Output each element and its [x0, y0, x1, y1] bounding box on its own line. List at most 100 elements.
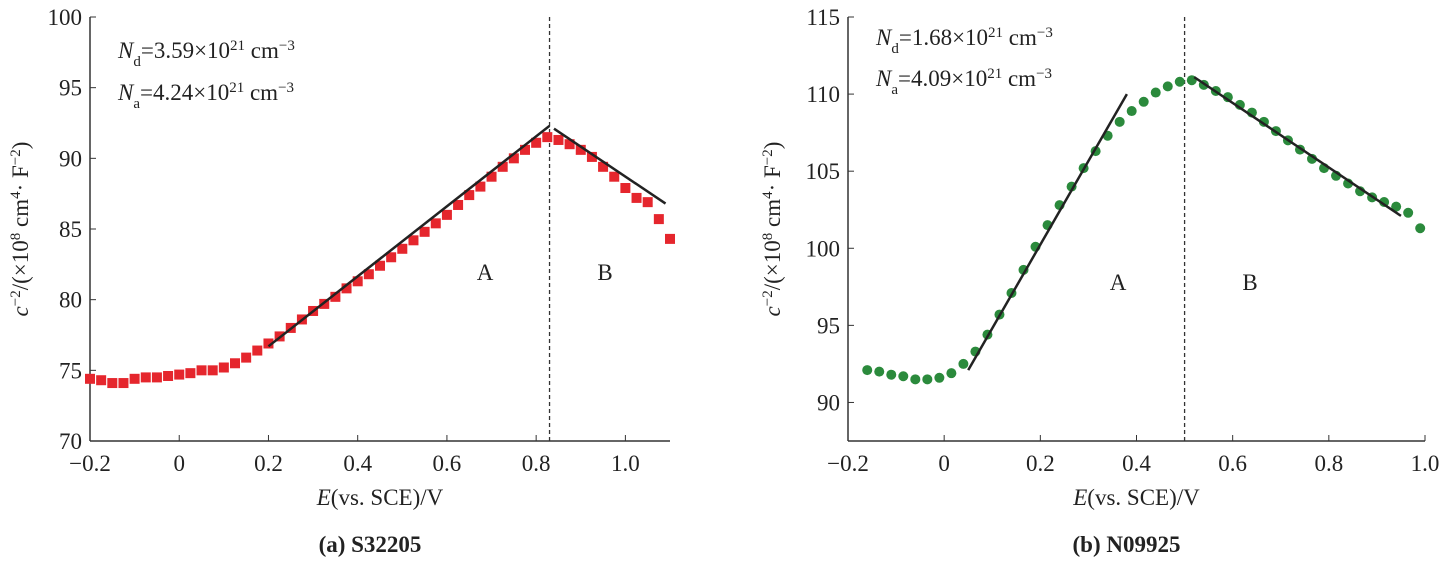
x-axis-label: E(vs. SCE)/V	[316, 485, 444, 510]
text-part: · F	[760, 165, 785, 191]
y-axis-label: c−2/(×108 cm4· F−2)	[8, 142, 33, 317]
point	[1415, 223, 1426, 234]
point	[419, 226, 430, 237]
point	[363, 269, 374, 280]
y-tick-label: 75	[59, 358, 82, 383]
y-tick-label: 110	[806, 82, 840, 107]
text-part: N	[875, 25, 893, 50]
y-tick-label: 100	[48, 5, 83, 30]
point	[958, 358, 969, 369]
point	[598, 161, 609, 172]
point	[642, 197, 653, 208]
point	[1307, 153, 1318, 164]
point	[609, 171, 620, 182]
point	[140, 372, 151, 383]
text-part: a	[133, 96, 140, 112]
text-part: c	[760, 306, 785, 316]
caption: (a) S32205	[319, 532, 422, 557]
point	[520, 144, 530, 155]
point	[1174, 76, 1185, 87]
y-tick-label: 100	[806, 236, 841, 261]
point	[862, 365, 873, 376]
text-part: /(×10	[8, 240, 33, 290]
point	[207, 365, 218, 376]
point	[874, 366, 885, 377]
point	[386, 252, 397, 263]
fit-line	[267, 124, 551, 348]
point	[163, 370, 174, 381]
text-part: 4	[8, 191, 24, 199]
text-part: 8	[8, 233, 24, 241]
y-tick-label: 95	[59, 76, 82, 101]
point	[397, 243, 408, 254]
text-part: −2	[760, 149, 776, 165]
point	[453, 199, 464, 210]
point	[118, 378, 129, 389]
x-tick-label: 0.4	[1122, 451, 1151, 476]
text-part: −2	[8, 149, 24, 165]
x-tick-label: 0.8	[1314, 451, 1343, 476]
annotation: Na=4.24×1021 cm−3	[117, 80, 294, 112]
text-part: 21	[229, 80, 244, 96]
fit-line	[553, 127, 667, 205]
text-part: )	[760, 142, 785, 150]
text-part: cm	[8, 199, 33, 233]
x-tick-label: −0.2	[827, 451, 869, 476]
point	[441, 209, 452, 220]
text-part: =4.09×10	[898, 66, 987, 91]
point	[542, 132, 553, 143]
annotation: Nd=1.68×1021 cm−3	[875, 25, 1053, 57]
x-tick-label: 0.4	[343, 451, 372, 476]
point	[352, 276, 363, 287]
point	[330, 291, 341, 302]
point	[1150, 87, 1161, 98]
y-tick-label: 70	[59, 429, 82, 454]
y-tick-label: 90	[59, 146, 82, 171]
point	[586, 151, 597, 162]
text-part: −3	[1037, 25, 1053, 41]
text-part: =1.68×10	[899, 25, 988, 50]
y-tick-label: 90	[817, 390, 840, 415]
text-part: c	[8, 306, 33, 316]
point	[898, 371, 909, 382]
fit-line	[1193, 76, 1402, 217]
point	[910, 374, 921, 385]
point	[1403, 207, 1414, 218]
point	[564, 139, 575, 150]
point	[241, 352, 252, 363]
text-part: (vs. SCE)/V	[331, 485, 444, 510]
text-part: 4	[760, 191, 776, 199]
point	[218, 362, 229, 373]
region-label: A	[477, 260, 494, 285]
text-part: a	[891, 82, 898, 98]
text-part: 21	[230, 38, 245, 54]
text-part: )	[8, 142, 33, 150]
point	[185, 368, 196, 379]
point	[252, 345, 263, 356]
x-axis-label: E(vs. SCE)/V	[1072, 485, 1200, 510]
point	[620, 183, 631, 194]
point	[575, 144, 586, 155]
point	[631, 192, 642, 203]
y-tick-label: 85	[59, 217, 82, 242]
point	[486, 171, 497, 182]
point	[464, 190, 475, 201]
point	[531, 137, 542, 148]
point	[934, 372, 945, 383]
text-part: cm	[1003, 25, 1037, 50]
annotation: Na=4.09×1021 cm−3	[875, 66, 1052, 98]
x-tick-label: 0.2	[1026, 451, 1055, 476]
text-part: E	[1072, 485, 1087, 510]
point	[408, 235, 419, 246]
point	[553, 134, 564, 145]
point	[1126, 106, 1137, 117]
point	[151, 372, 162, 383]
point	[653, 214, 664, 225]
text-part: d	[133, 54, 141, 70]
text-part: 21	[988, 25, 1003, 41]
text-part: d	[891, 41, 899, 57]
point	[174, 369, 185, 380]
point	[85, 373, 95, 384]
text-part: 8	[760, 233, 776, 241]
text-part: −3	[1036, 66, 1052, 82]
